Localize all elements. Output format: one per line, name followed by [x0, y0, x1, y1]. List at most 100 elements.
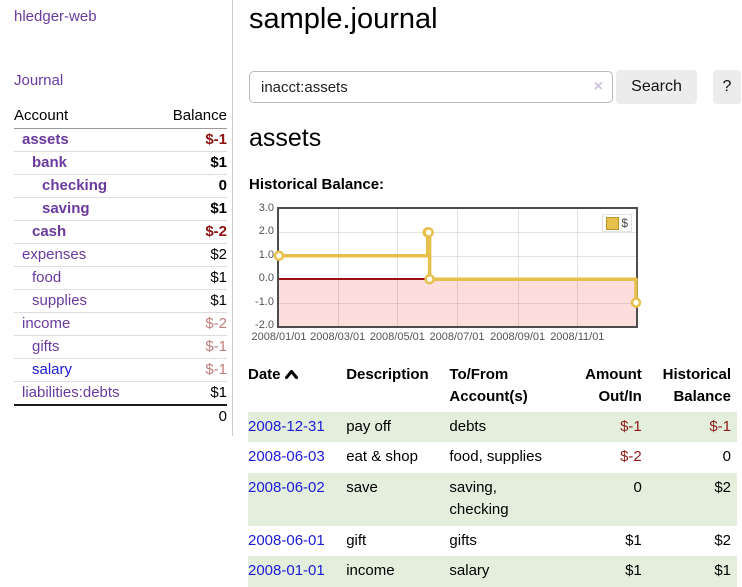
- account-row: expenses $2: [14, 244, 227, 267]
- transaction-balance: $-1: [648, 412, 737, 443]
- legend-swatch: [606, 217, 619, 230]
- chart-legend: $: [602, 214, 632, 232]
- account-balance: $1: [155, 267, 227, 290]
- transaction-date-link[interactable]: 2008-06-03: [248, 448, 325, 465]
- y-axis-tick-label: 3.0: [248, 202, 274, 214]
- y-axis-tick-label: 0.0: [248, 272, 274, 284]
- x-axis-tick-label: 2008/09/01: [490, 331, 545, 343]
- account-balance: $2: [155, 244, 227, 267]
- transaction-amount: $-2: [563, 442, 648, 473]
- sidebar-account-link[interactable]: liabilities:debts: [14, 384, 120, 401]
- transaction-amount: $-1: [563, 412, 648, 443]
- sidebar-item-journal[interactable]: Journal: [14, 72, 63, 89]
- sidebar-account-link[interactable]: saving: [14, 200, 90, 217]
- clear-search-icon[interactable]: ×: [594, 77, 603, 97]
- sidebar-account-link[interactable]: checking: [14, 177, 107, 194]
- sort-ascending-icon: [285, 369, 298, 380]
- transaction-date-link[interactable]: 2008-12-31: [248, 418, 325, 435]
- y-axis-tick-label: -2.0: [248, 319, 274, 331]
- account-row: income $-2: [14, 313, 227, 336]
- transaction-accounts: debts: [449, 412, 562, 443]
- y-axis-tick-label: 1.0: [248, 249, 274, 261]
- chart-line-svg: [279, 209, 636, 326]
- transaction-description: save: [346, 473, 449, 526]
- sidebar-account-link[interactable]: gifts: [14, 338, 60, 355]
- account-balance: $1: [155, 152, 227, 175]
- transaction-date-cell: 2008-01-01: [248, 556, 346, 587]
- transaction-balance: 0: [648, 442, 737, 473]
- search-input[interactable]: [261, 72, 591, 102]
- search-input-wrap: ×: [249, 71, 613, 103]
- account-row: food $1: [14, 267, 227, 290]
- account-balance: $1: [155, 382, 227, 406]
- sidebar-account-link[interactable]: income: [14, 315, 70, 332]
- transaction-date-cell: 2008-06-01: [248, 526, 346, 557]
- search-bar: × Search ?: [249, 70, 741, 104]
- transaction-accounts: gifts: [449, 526, 562, 557]
- account-balance: $-2: [155, 313, 227, 336]
- x-axis-tick-label: 2008/05/01: [370, 331, 425, 343]
- transaction-description: gift: [346, 526, 449, 557]
- sidebar-account-link[interactable]: assets: [14, 131, 69, 148]
- register-column-header[interactable]: Date: [248, 360, 346, 412]
- sidebar-account-link[interactable]: expenses: [14, 246, 86, 263]
- transaction-date-link[interactable]: 2008-06-02: [248, 479, 325, 496]
- legend-label: $: [621, 216, 628, 230]
- account-balance: $-2: [155, 221, 227, 244]
- transaction-description: eat & shop: [346, 442, 449, 473]
- transaction-amount: $1: [563, 556, 648, 587]
- transaction-amount: 0: [563, 473, 648, 526]
- search-button[interactable]: Search: [616, 70, 697, 104]
- accounts-total-row: 0: [14, 405, 227, 428]
- sidebar-account-link[interactable]: bank: [14, 154, 67, 171]
- x-axis-tick-label: 2008/01/01: [251, 331, 306, 343]
- register-column-header[interactable]: Description: [346, 360, 449, 412]
- x-axis-tick-label: 2008/11/01: [550, 331, 604, 343]
- transaction-date-link[interactable]: 2008-01-01: [248, 562, 325, 579]
- account-balance: 0: [155, 175, 227, 198]
- help-button[interactable]: ?: [713, 70, 741, 104]
- transaction-amount: $1: [563, 526, 648, 557]
- transaction-date-link[interactable]: 2008-06-01: [248, 532, 325, 549]
- accounts-header-balance: Balance: [155, 104, 227, 129]
- transaction-accounts: saving, checking: [449, 473, 562, 526]
- historical-balance-chart: $: [277, 207, 638, 328]
- account-balance: $1: [155, 290, 227, 313]
- account-row: bank $1: [14, 152, 227, 175]
- sidebar-account-link[interactable]: food: [14, 269, 61, 286]
- y-axis-tick-label: 2.0: [248, 225, 274, 237]
- account-balance: $1: [155, 198, 227, 221]
- transaction-date-cell: 2008-06-03: [248, 442, 346, 473]
- account-row: assets $-1: [14, 129, 227, 152]
- account-balance: $-1: [155, 129, 227, 152]
- transaction-accounts: salary: [449, 556, 562, 587]
- account-row: liabilities:debts $1: [14, 382, 227, 406]
- account-row: supplies $1: [14, 290, 227, 313]
- x-axis-tick-label: 2008/07/01: [429, 331, 484, 343]
- transaction-date-cell: 2008-12-31: [248, 412, 346, 443]
- transaction-description: income: [346, 556, 449, 587]
- account-row: salary$-1: [14, 359, 227, 382]
- y-axis-tick-label: -1.0: [248, 296, 274, 308]
- sidebar-account-link[interactable]: supplies: [14, 292, 87, 309]
- sidebar-account-link[interactable]: salary: [14, 361, 72, 378]
- chart-title: Historical Balance:: [249, 176, 384, 193]
- page-title: sample.journal: [249, 3, 438, 36]
- sidebar-account-link[interactable]: cash: [14, 223, 66, 240]
- app-title-link[interactable]: hledger-web: [14, 8, 97, 25]
- account-row: gifts$-1: [14, 336, 227, 359]
- accounts-total-value: 0: [155, 405, 227, 428]
- transaction-accounts: food, supplies: [449, 442, 562, 473]
